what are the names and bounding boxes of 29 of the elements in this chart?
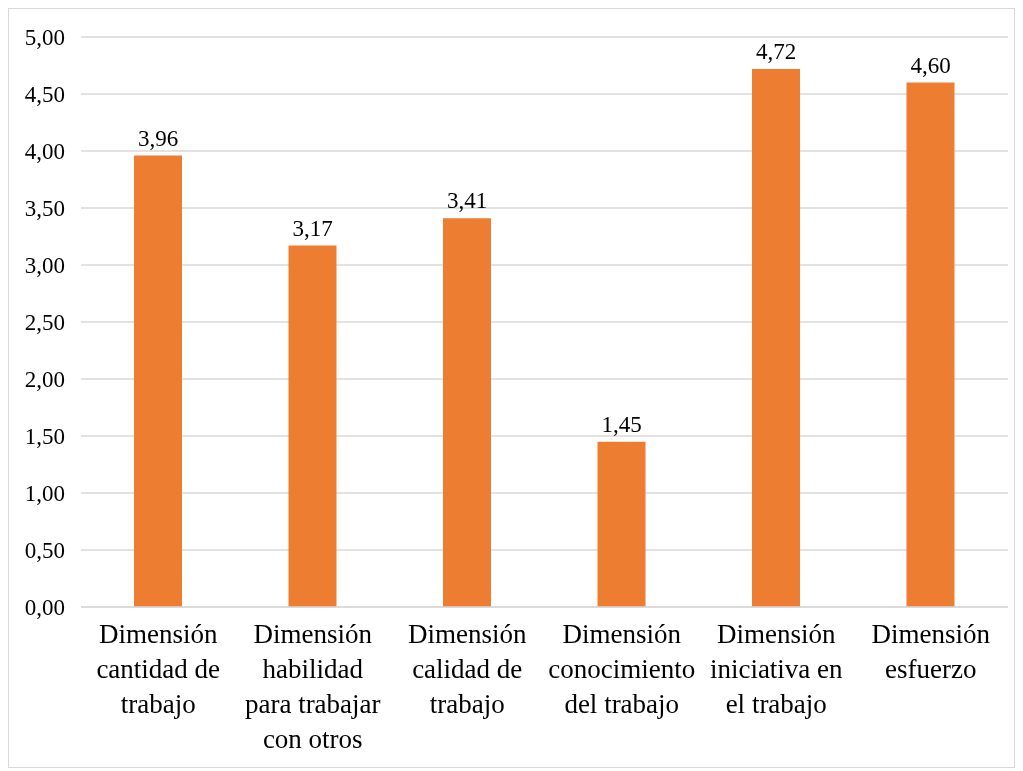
y-tick-label: 1,50 [24, 424, 65, 450]
y-tick-label: 3,00 [24, 253, 65, 279]
bar [288, 245, 337, 607]
data-label: 1,45 [601, 411, 642, 437]
y-tick-label: 4,00 [24, 139, 65, 165]
y-tick-label: 2,00 [24, 367, 65, 393]
data-label: 3,41 [446, 188, 488, 214]
x-tick-label: Dimensión cantidad de trabajo [96, 619, 221, 719]
x-tick-label: Dimensión esfuerzo [871, 619, 991, 684]
data-label: 3,17 [292, 215, 333, 241]
y-tick-label: 0,50 [24, 538, 65, 564]
y-tick-label: 4,50 [24, 82, 65, 108]
bar [597, 441, 646, 607]
y-tick-label: 2,50 [24, 310, 65, 336]
bar [906, 82, 955, 607]
bar [443, 218, 491, 607]
x-tick-label: Dimensión habilidad para trabajar con otros [244, 619, 381, 754]
data-label: 4,72 [755, 38, 797, 64]
y-tick-label: 1,00 [24, 481, 65, 507]
x-tick-label: Dimensión conocimiento del trabajo [548, 619, 696, 719]
bar [752, 68, 800, 607]
y-tick-label: 5,00 [24, 25, 65, 51]
data-label: 3,96 [137, 125, 179, 151]
bar [134, 155, 182, 607]
y-tick-label: 3,50 [24, 196, 65, 222]
x-tick-label: Dimensión iniciativa en el trabajo [709, 619, 844, 719]
y-tick-label: 0,00 [24, 595, 65, 621]
data-label: 4,60 [910, 52, 951, 78]
x-tick-label: Dimensión calidad de trabajo [408, 619, 527, 719]
